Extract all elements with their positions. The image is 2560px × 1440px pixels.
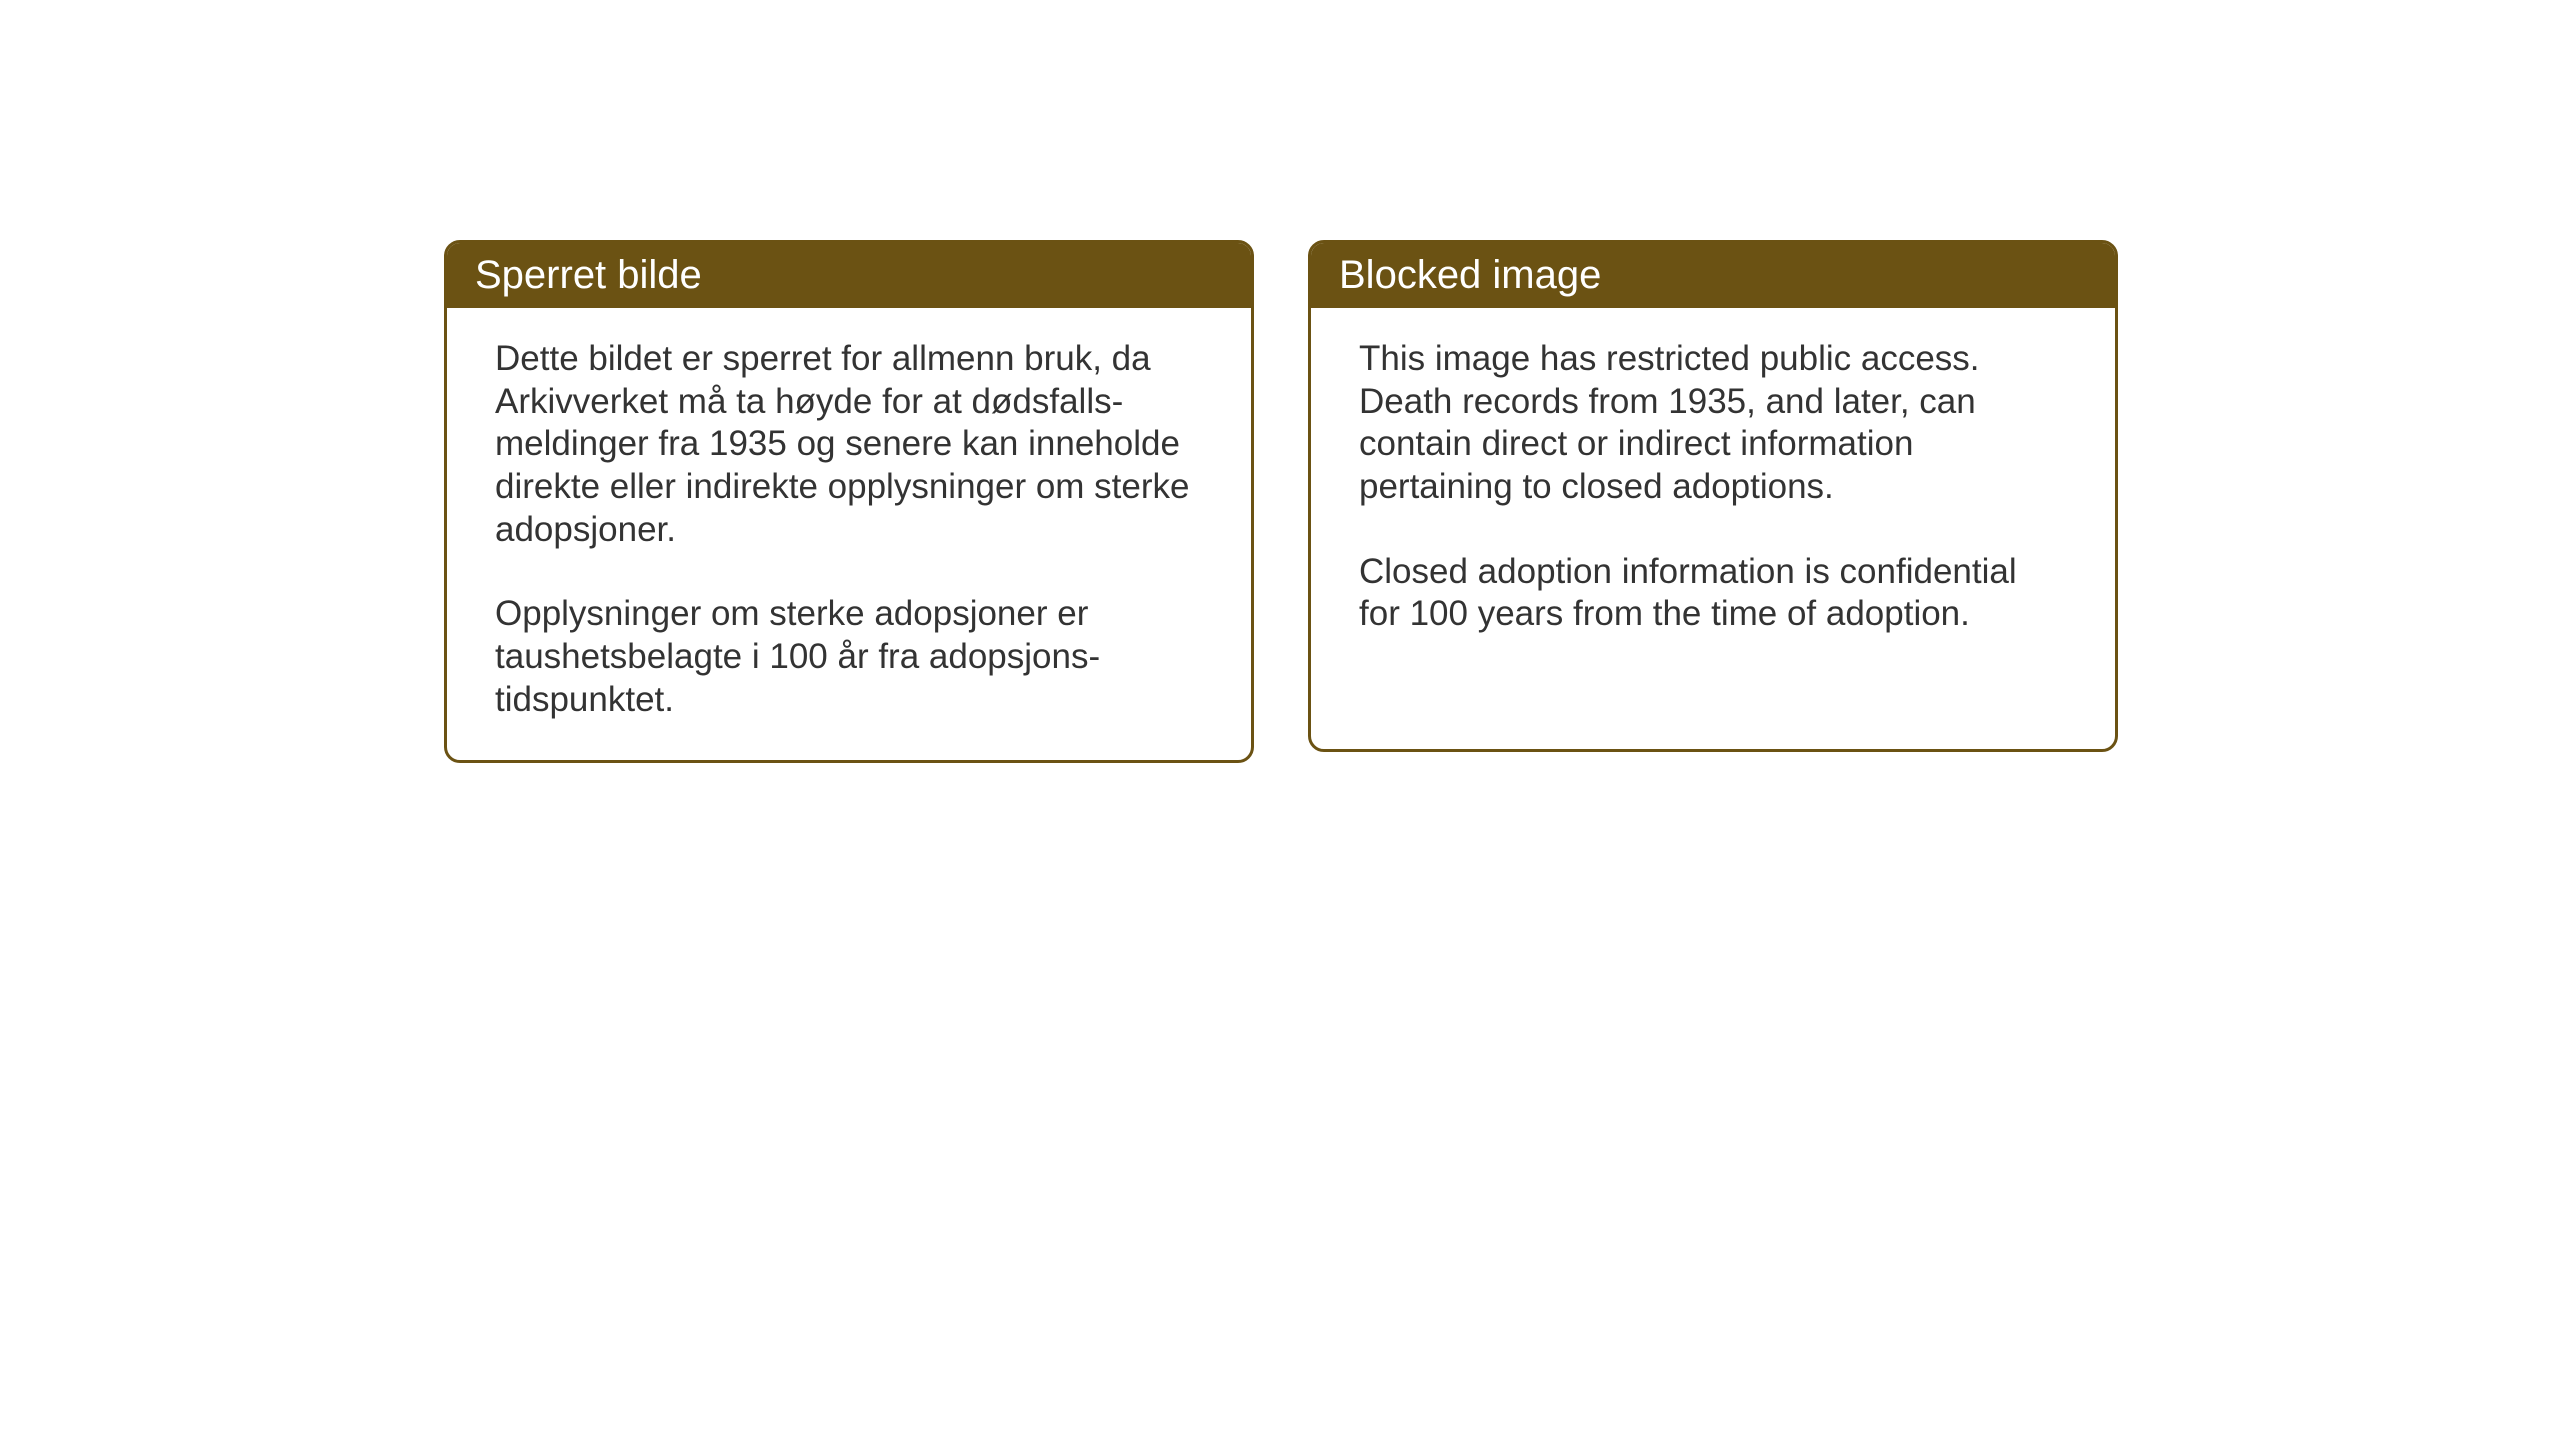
norwegian-paragraph-2: Opplysninger om sterke adopsjoner er tau… bbox=[495, 593, 1203, 721]
norwegian-notice-card: Sperret bilde Dette bildet er sperret fo… bbox=[444, 240, 1254, 763]
notice-cards-container: Sperret bilde Dette bildet er sperret fo… bbox=[444, 240, 2118, 763]
english-paragraph-2: Closed adoption information is confident… bbox=[1359, 551, 2067, 636]
english-card-body: This image has restricted public access.… bbox=[1311, 308, 2115, 674]
english-paragraph-1: This image has restricted public access.… bbox=[1359, 338, 2067, 509]
norwegian-card-title: Sperret bilde bbox=[447, 243, 1251, 308]
norwegian-card-body: Dette bildet er sperret for allmenn bruk… bbox=[447, 308, 1251, 760]
norwegian-paragraph-1: Dette bildet er sperret for allmenn bruk… bbox=[495, 338, 1203, 551]
english-card-title: Blocked image bbox=[1311, 243, 2115, 308]
english-notice-card: Blocked image This image has restricted … bbox=[1308, 240, 2118, 752]
